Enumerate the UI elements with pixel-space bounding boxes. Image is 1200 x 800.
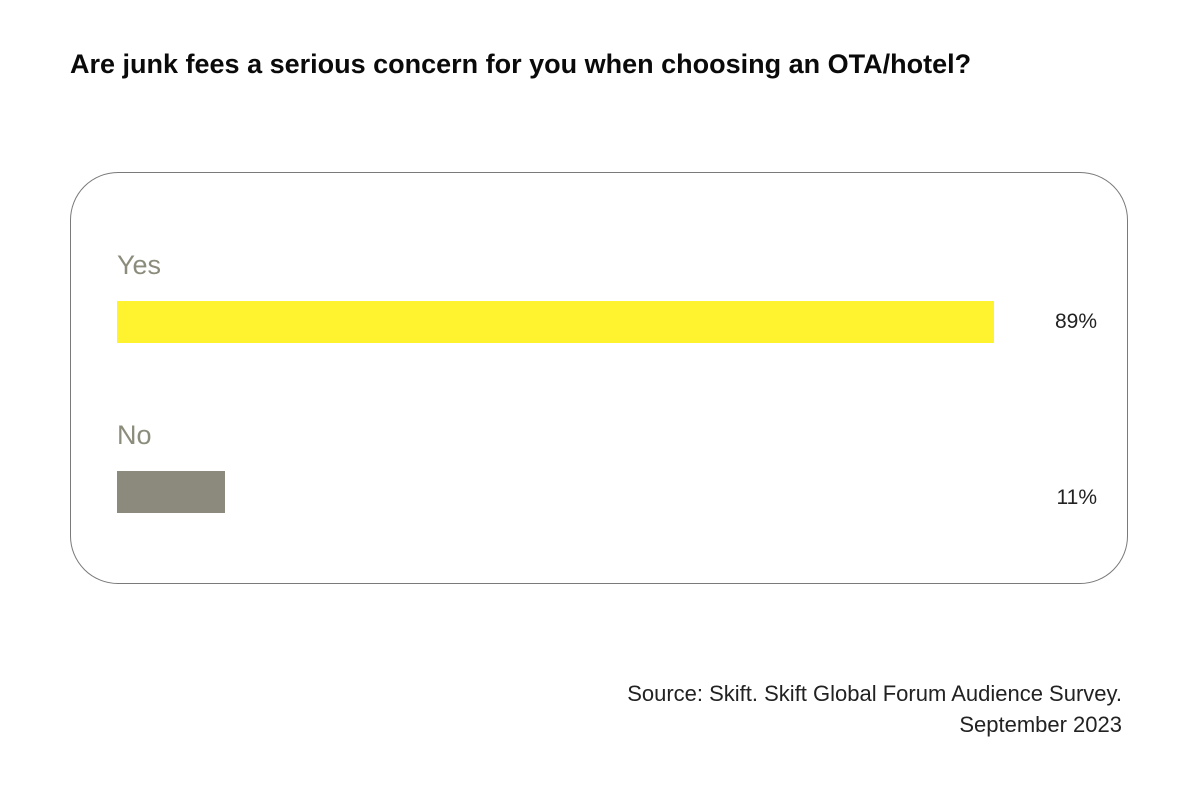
source-line-1: Source: Skift. Skift Global Forum Audien… [627, 681, 1122, 706]
bar-yes [117, 301, 994, 343]
bar-track-yes [117, 301, 1102, 343]
bar-no [117, 471, 226, 513]
chart-title: Are junk fees a serious concern for you … [70, 49, 972, 79]
source-line-2: September 2023 [959, 712, 1122, 737]
category-label-no: No [117, 420, 152, 450]
bar-group-yes: Yes 89% [117, 245, 1097, 345]
value-label-no: 11% [1056, 486, 1097, 509]
bar-group-no: No 11% [117, 415, 1097, 515]
source-note: Source: Skift. Skift Global Forum Audien… [627, 678, 1122, 740]
chart-card: Yes 89% No 11% [70, 172, 1128, 584]
value-label-yes: 89% [1054, 310, 1097, 333]
category-label-yes: Yes [117, 250, 162, 280]
bar-track-no [117, 471, 1102, 513]
